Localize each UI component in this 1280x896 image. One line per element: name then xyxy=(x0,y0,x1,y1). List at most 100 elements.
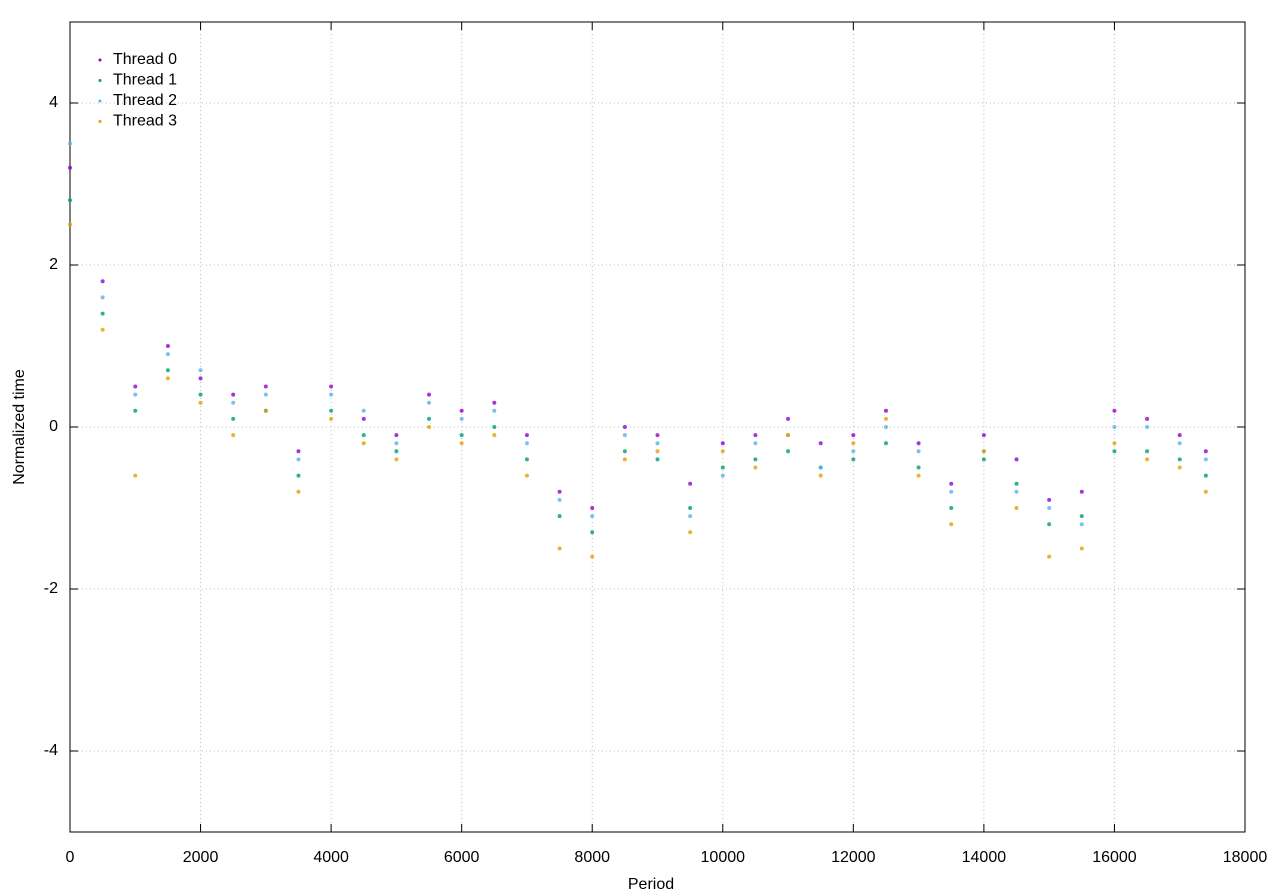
point xyxy=(68,165,72,170)
point xyxy=(753,457,758,462)
point xyxy=(1203,449,1208,454)
point xyxy=(720,473,725,478)
x-tick-label: 16000 xyxy=(1092,849,1137,866)
y-tick-label: 4 xyxy=(49,94,58,111)
point xyxy=(1014,489,1019,494)
point xyxy=(1014,457,1019,462)
point xyxy=(524,433,529,438)
point xyxy=(590,554,595,559)
point xyxy=(492,425,497,429)
legend-marker xyxy=(98,79,102,82)
point xyxy=(818,465,823,470)
point xyxy=(753,441,758,446)
point xyxy=(1047,522,1052,527)
point xyxy=(100,311,105,316)
y-tick-label: -2 xyxy=(44,580,58,597)
point xyxy=(883,425,888,429)
x-tick-label: 14000 xyxy=(962,849,1007,866)
point xyxy=(1014,481,1019,486)
point xyxy=(427,425,432,429)
x-tick-label: 0 xyxy=(66,849,75,866)
point xyxy=(394,457,399,462)
point xyxy=(720,441,725,446)
point xyxy=(524,473,529,478)
x-tick-label: 4000 xyxy=(313,849,349,866)
point xyxy=(688,506,693,510)
point xyxy=(786,416,791,421)
point xyxy=(198,376,203,381)
point xyxy=(231,400,236,405)
point xyxy=(883,441,888,446)
point xyxy=(949,506,954,510)
point xyxy=(655,449,660,454)
legend-marker xyxy=(98,120,102,123)
point xyxy=(459,433,464,438)
point xyxy=(361,416,366,421)
point xyxy=(459,416,464,421)
y-tick-label: 2 xyxy=(49,256,58,273)
point xyxy=(296,489,301,494)
point xyxy=(524,441,529,446)
point xyxy=(524,457,529,462)
point xyxy=(916,441,921,446)
point xyxy=(1112,449,1117,454)
point xyxy=(753,433,758,438)
point xyxy=(133,473,138,478)
point xyxy=(296,449,301,454)
point xyxy=(133,392,138,397)
point xyxy=(622,449,627,454)
point xyxy=(557,514,562,519)
legend-label: Thread 3 xyxy=(113,113,177,130)
y-tick-label: 0 xyxy=(49,418,58,435)
point xyxy=(720,449,725,454)
point xyxy=(688,514,693,519)
point xyxy=(949,481,954,486)
point xyxy=(883,416,888,421)
point xyxy=(263,392,268,397)
x-tick-label: 18000 xyxy=(1223,849,1268,866)
point xyxy=(263,384,268,389)
point xyxy=(1079,514,1084,519)
point xyxy=(361,441,366,446)
point xyxy=(1177,441,1182,446)
point xyxy=(720,465,725,470)
point xyxy=(427,400,432,405)
point xyxy=(165,368,170,373)
point xyxy=(1079,522,1084,527)
point xyxy=(427,392,432,397)
point xyxy=(655,457,660,462)
point xyxy=(1014,506,1019,510)
legend-label: Thread 2 xyxy=(113,92,177,109)
point xyxy=(818,441,823,446)
point xyxy=(427,416,432,421)
point xyxy=(786,449,791,454)
point xyxy=(394,433,399,438)
point xyxy=(981,433,986,438)
point xyxy=(1079,546,1084,551)
point xyxy=(1145,425,1150,429)
point xyxy=(981,457,986,462)
point xyxy=(590,530,595,535)
x-tick-label: 6000 xyxy=(444,849,480,866)
point xyxy=(231,392,236,397)
point xyxy=(361,408,366,413)
point xyxy=(329,408,334,413)
point xyxy=(1145,457,1150,462)
point xyxy=(68,141,72,146)
point xyxy=(557,489,562,494)
point xyxy=(1177,433,1182,438)
x-tick-label: 8000 xyxy=(574,849,610,866)
point xyxy=(1047,506,1052,510)
point xyxy=(949,489,954,494)
point xyxy=(916,465,921,470)
point xyxy=(1203,489,1208,494)
point xyxy=(688,481,693,486)
point xyxy=(655,441,660,446)
point xyxy=(590,506,595,510)
point xyxy=(1047,497,1052,502)
point xyxy=(1203,457,1208,462)
point xyxy=(231,433,236,438)
legend-marker xyxy=(98,58,102,62)
point xyxy=(1079,489,1084,494)
